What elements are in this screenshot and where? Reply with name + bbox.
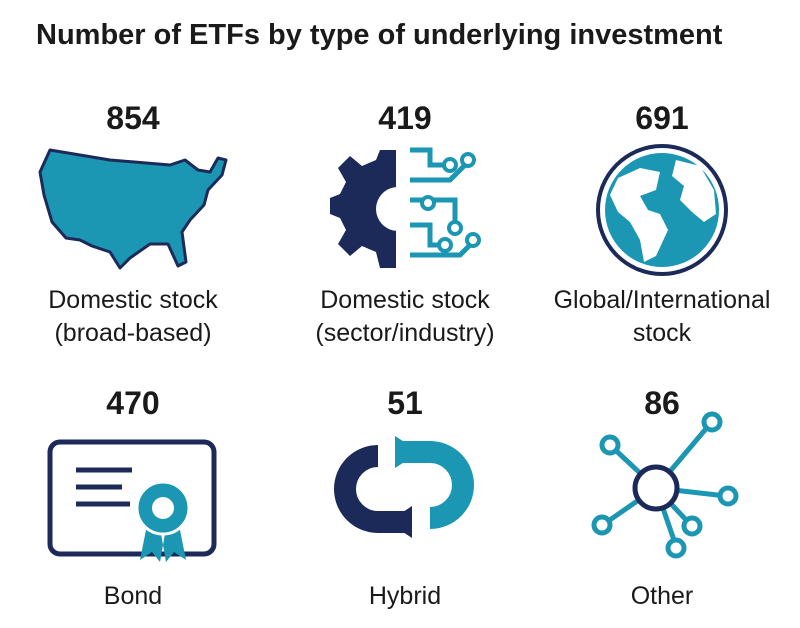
network-icon (591, 411, 739, 559)
gear-circuit-icon (330, 147, 481, 268)
item-value: 51 (387, 385, 423, 421)
title: Number of ETFs by type of underlying inv… (36, 19, 723, 51)
item-value: 86 (644, 385, 680, 421)
item-value: 419 (378, 100, 431, 136)
item-value: 854 (106, 100, 160, 136)
item-label: Global/International (554, 286, 771, 314)
item-label: stock (633, 319, 692, 347)
item-label: Hybrid (369, 582, 441, 610)
item-label: Bond (104, 582, 162, 610)
item-label: (broad-based) (54, 319, 211, 347)
item-value: 470 (106, 385, 159, 421)
item-label: Other (631, 582, 694, 610)
item-label: Domestic stock (48, 286, 218, 314)
hybrid-icon (334, 436, 474, 538)
bond-icon (47, 439, 217, 562)
item-label: (sector/industry) (315, 319, 494, 347)
item-value: 691 (635, 100, 688, 136)
item-label: Domestic stock (320, 286, 490, 314)
globe-icon (596, 144, 728, 276)
us-map-icon (38, 148, 228, 270)
